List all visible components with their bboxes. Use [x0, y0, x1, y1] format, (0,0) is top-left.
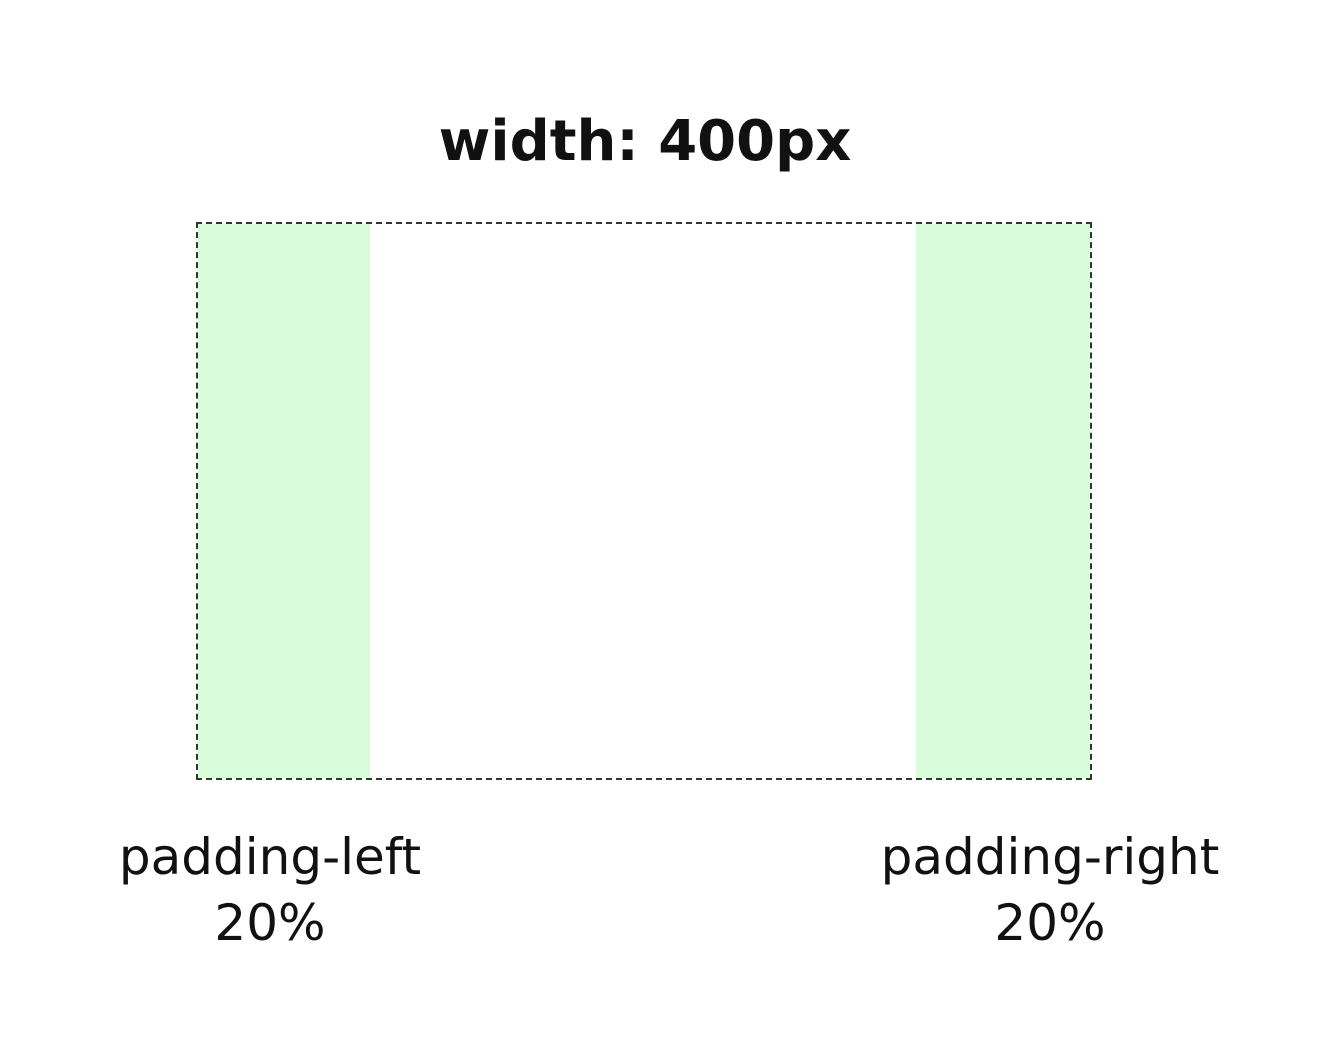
padding-right-name: padding-right — [880, 828, 1220, 886]
padding-right-label: padding-right 20% — [830, 824, 1270, 956]
padding-left-name: padding-left — [118, 828, 422, 886]
padding-left-area — [198, 224, 370, 778]
element-box — [196, 222, 1092, 780]
padding-left-label: padding-left 20% — [70, 824, 470, 956]
padding-right-value: 20% — [994, 894, 1106, 952]
padding-right-area — [916, 224, 1090, 778]
padding-left-value: 20% — [214, 894, 326, 952]
diagram-title: width: 400px — [438, 109, 852, 174]
